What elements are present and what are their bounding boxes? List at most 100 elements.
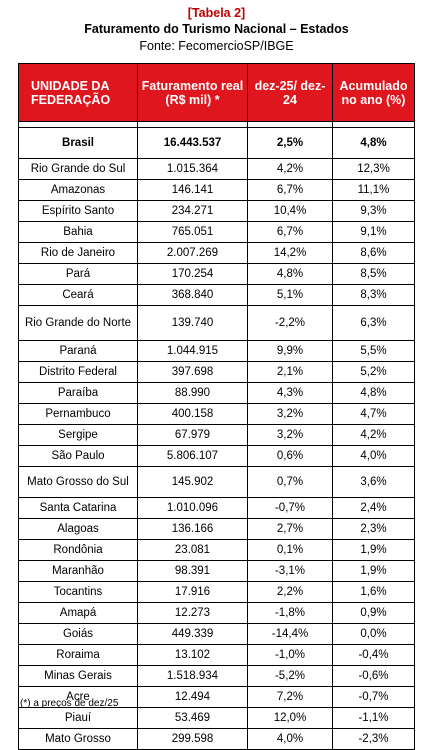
table-row: Acre 12.494 7,2% -0,7% bbox=[18, 686, 415, 708]
yoy-cell: 2,2% bbox=[247, 581, 333, 603]
state-cell: Mato Grosso do Sul bbox=[18, 466, 138, 498]
table-row: Tocantins 17.916 2,2% 1,6% bbox=[18, 581, 415, 603]
table-row: Mato Grosso 299.598 4,0% -2,3% bbox=[18, 728, 415, 750]
ytd-cell: 4,2% bbox=[332, 424, 415, 446]
state-cell: Rio Grande do Sul bbox=[18, 158, 138, 180]
table-tag: [Tabela 2] bbox=[187, 6, 246, 20]
table-title: Faturamento do Turismo Nacional – Estado… bbox=[84, 22, 349, 36]
revenue-cell: 2.007.269 bbox=[137, 242, 248, 264]
column-header-yoy: dez-25/ dez-24 bbox=[247, 63, 333, 122]
column-header-ytd: Acumulado no ano (%) bbox=[332, 63, 415, 122]
state-cell: Sergipe bbox=[18, 424, 138, 446]
revenue-cell: 449.339 bbox=[137, 623, 248, 645]
yoy-cell: -5,2% bbox=[247, 665, 333, 687]
table-row: Minas Gerais 1.518.934 -5,2% -0,6% bbox=[18, 665, 415, 687]
ytd-cell: 1,6% bbox=[332, 581, 415, 603]
yoy-cell: 10,4% bbox=[247, 200, 333, 222]
revenue-cell: 400.158 bbox=[137, 403, 248, 425]
state-cell: Bahia bbox=[18, 221, 138, 243]
revenue-cell: 12.494 bbox=[137, 686, 248, 708]
table-row: Ceará 368.840 5,1% 8,3% bbox=[18, 284, 415, 306]
state-cell: Paraíba bbox=[18, 382, 138, 404]
ytd-cell: 9,1% bbox=[332, 221, 415, 243]
yoy-cell: 5,1% bbox=[247, 284, 333, 306]
state-cell: Acre bbox=[18, 686, 138, 708]
yoy-cell: 4,2% bbox=[247, 158, 333, 180]
table-row: Rondônia 23.081 0,1% 1,9% bbox=[18, 539, 415, 561]
table-row: Rio Grande do Sul 1.015.364 4,2% 12,3% bbox=[18, 158, 415, 180]
table-row: Paraíba 88.990 4,3% 4,8% bbox=[18, 382, 415, 404]
yoy-cell: 6,7% bbox=[247, 221, 333, 243]
table-row: Santa Catarina 1.010.096 -0,7% 2,4% bbox=[18, 497, 415, 519]
revenue-cell: 765.051 bbox=[137, 221, 248, 243]
state-cell: Amapá bbox=[18, 602, 138, 624]
ytd-cell: -1,1% bbox=[332, 707, 415, 729]
revenue-cell: 368.840 bbox=[137, 284, 248, 306]
ytd-cell: 5,5% bbox=[332, 340, 415, 362]
total-state: Brasil bbox=[18, 127, 138, 159]
state-cell: Ceará bbox=[18, 284, 138, 306]
revenue-cell: 67.979 bbox=[137, 424, 248, 446]
yoy-cell: 2,7% bbox=[247, 518, 333, 540]
revenue-cell: 139.740 bbox=[137, 305, 248, 341]
revenue-cell: 136.166 bbox=[137, 518, 248, 540]
yoy-cell: 9,9% bbox=[247, 340, 333, 362]
yoy-cell: 0,7% bbox=[247, 466, 333, 498]
yoy-cell: 0,1% bbox=[247, 539, 333, 561]
ytd-cell: 6,3% bbox=[332, 305, 415, 341]
ytd-cell: 2,3% bbox=[332, 518, 415, 540]
yoy-cell: -14,4% bbox=[247, 623, 333, 645]
page: [Tabela 2] Faturamento do Turismo Nacion… bbox=[18, 6, 415, 750]
yoy-cell: 7,2% bbox=[247, 686, 333, 708]
yoy-cell: 0,6% bbox=[247, 445, 333, 467]
state-cell: Pará bbox=[18, 263, 138, 285]
state-cell: Roraima bbox=[18, 644, 138, 666]
footnote: (*) a preços de dez/25 bbox=[20, 698, 119, 709]
revenue-cell: 1.044.915 bbox=[137, 340, 248, 362]
yoy-cell: 14,2% bbox=[247, 242, 333, 264]
table-row: Pará 170.254 4,8% 8,5% bbox=[18, 263, 415, 285]
ytd-cell: 5,2% bbox=[332, 361, 415, 383]
table-row: Bahia 765.051 6,7% 9,1% bbox=[18, 221, 415, 243]
revenue-cell: 88.990 bbox=[137, 382, 248, 404]
revenue-cell: 5.806.107 bbox=[137, 445, 248, 467]
revenue-cell: 1.518.934 bbox=[137, 665, 248, 687]
yoy-cell: 2,1% bbox=[247, 361, 333, 383]
yoy-cell: 3,2% bbox=[247, 424, 333, 446]
table-row: Paraná 1.044.915 9,9% 5,5% bbox=[18, 340, 415, 362]
ytd-cell: 1,9% bbox=[332, 539, 415, 561]
ytd-cell: -0,4% bbox=[332, 644, 415, 666]
ytd-cell: 0,0% bbox=[332, 623, 415, 645]
state-cell: São Paulo bbox=[18, 445, 138, 467]
state-cell: Alagoas bbox=[18, 518, 138, 540]
revenue-cell: 146.141 bbox=[137, 179, 248, 201]
yoy-cell: 12,0% bbox=[247, 707, 333, 729]
table-row: Piauí 53.469 12,0% -1,1% bbox=[18, 707, 415, 729]
state-cell: Piauí bbox=[18, 707, 138, 729]
column-header-revenue: Faturamento real (R$ mil) * bbox=[137, 63, 248, 122]
state-cell: Goiás bbox=[18, 623, 138, 645]
state-cell: Tocantins bbox=[18, 581, 138, 603]
yoy-cell: -1,0% bbox=[247, 644, 333, 666]
revenue-cell: 1.010.096 bbox=[137, 497, 248, 519]
yoy-cell: 4,8% bbox=[247, 263, 333, 285]
table-header-row: UNIDADE DA FEDERAÇÃO Faturamento real (R… bbox=[18, 63, 415, 122]
state-cell: Paraná bbox=[18, 340, 138, 362]
revenue-cell: 17.916 bbox=[137, 581, 248, 603]
ytd-cell: 11,1% bbox=[332, 179, 415, 201]
table-source: Fonte: FecomercioSP/IBGE bbox=[139, 39, 294, 53]
revenue-cell: 53.469 bbox=[137, 707, 248, 729]
table-row: Espírito Santo 234.271 10,4% 9,3% bbox=[18, 200, 415, 222]
ytd-cell: 4,8% bbox=[332, 382, 415, 404]
yoy-cell: 4,0% bbox=[247, 728, 333, 750]
table-row: Amapá 12.273 -1,8% 0,9% bbox=[18, 602, 415, 624]
revenue-cell: 12.273 bbox=[137, 602, 248, 624]
state-cell: Rio de Janeiro bbox=[18, 242, 138, 264]
revenue-cell: 98.391 bbox=[137, 560, 248, 582]
table-row: Alagoas 136.166 2,7% 2,3% bbox=[18, 518, 415, 540]
state-cell: Minas Gerais bbox=[18, 665, 138, 687]
state-cell: Rio Grande do Norte bbox=[18, 305, 138, 341]
table-row: Pernambuco 400.158 3,2% 4,7% bbox=[18, 403, 415, 425]
yoy-cell: -0,7% bbox=[247, 497, 333, 519]
yoy-cell: 6,7% bbox=[247, 179, 333, 201]
